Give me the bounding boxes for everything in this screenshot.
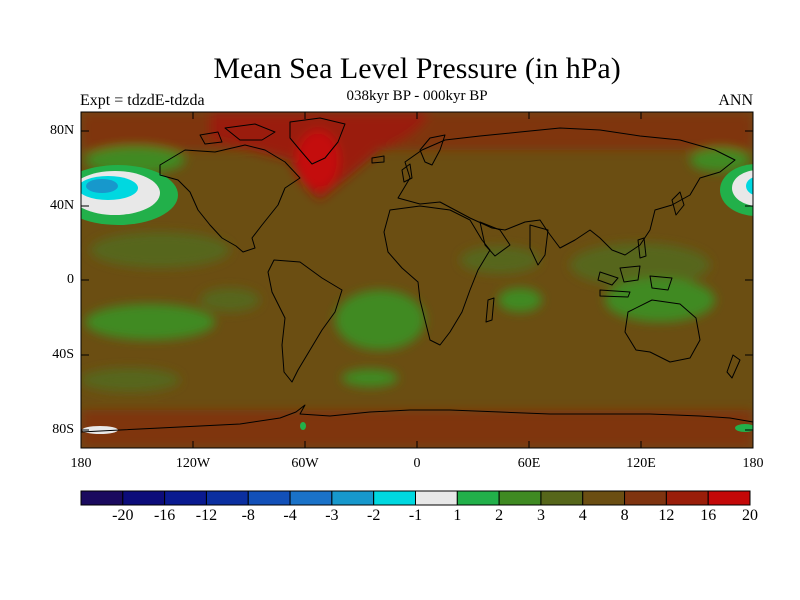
lon-label-60w: 60W xyxy=(291,456,319,471)
east-pacific-anomaly xyxy=(200,288,260,312)
colorbar-box xyxy=(164,490,207,506)
colorbar-box xyxy=(456,490,500,506)
colorbar-box xyxy=(540,490,584,506)
lon-label-180w: 180 xyxy=(70,456,92,471)
colorbar-box xyxy=(247,490,291,506)
colorbar-box xyxy=(122,490,166,506)
lat-label-80s: 80S xyxy=(52,422,74,437)
colorbar-label: -12 xyxy=(195,507,218,524)
colorbar-box xyxy=(373,490,416,506)
experiment-label: Expt = tdzdE-tdzda xyxy=(80,92,205,109)
lon-label-60e: 60E xyxy=(517,456,541,471)
colorbar-label: 1 xyxy=(453,507,462,524)
antarctic-spot-east xyxy=(735,424,753,432)
colorbar-label: 8 xyxy=(620,507,629,524)
north-pacific-low-east xyxy=(720,164,753,216)
antarctic-spot-west xyxy=(82,426,118,434)
lat-label-40n: 40N xyxy=(50,198,75,213)
colorbar-label: -16 xyxy=(153,507,176,524)
west-pacific-anomaly xyxy=(570,243,710,287)
colorbar-label: -20 xyxy=(112,507,134,524)
colorbar-box xyxy=(415,490,458,506)
greenland-high-core xyxy=(296,130,340,190)
antarctic-spot-center xyxy=(300,422,306,430)
axis-ticks xyxy=(81,112,753,448)
lon-label-180e: 180 xyxy=(742,456,764,471)
colorbar xyxy=(80,490,751,506)
lat-label-80n: 80N xyxy=(50,123,75,138)
chart-title: Mean Sea Level Pressure (in hPa) xyxy=(213,52,621,85)
maritime-continent-anomaly xyxy=(605,278,715,322)
colorbar-box xyxy=(582,490,626,506)
colorbar-label: 12 xyxy=(658,507,675,524)
lat-label-40s: 40S xyxy=(52,347,74,362)
lon-label-120e: 120E xyxy=(626,456,656,471)
colorbar-box xyxy=(665,490,709,506)
south-atlantic-anomaly xyxy=(335,290,425,350)
lat-label-equator: 0 xyxy=(67,272,74,287)
colorbar-box xyxy=(289,490,333,506)
colorbar-box xyxy=(498,490,542,506)
colorbar-box xyxy=(205,490,249,506)
colorbar-label: -1 xyxy=(408,507,423,524)
colorbar-box xyxy=(331,490,375,506)
colorbar-label: 20 xyxy=(742,507,758,524)
kamchatka-edge xyxy=(690,148,750,172)
colorbar-box xyxy=(624,490,667,506)
colorbar-label: -3 xyxy=(325,507,339,524)
siberia-high xyxy=(470,114,650,146)
season-label: ANN xyxy=(718,92,753,109)
colorbar-label: -8 xyxy=(241,507,255,524)
colorbar-label: -2 xyxy=(367,507,381,524)
map-field xyxy=(81,112,753,448)
south-atlantic-midlat xyxy=(342,369,398,387)
colorbar-label: 2 xyxy=(495,507,504,524)
colorbar-box xyxy=(80,490,124,506)
indian-ocean-anomaly xyxy=(460,246,540,274)
colorbar-label: 4 xyxy=(578,507,587,524)
colorbar-box xyxy=(707,490,751,506)
colorbar-label: 3 xyxy=(536,507,545,524)
south-pacific-anomaly xyxy=(81,368,180,392)
pacific-subtropic-anomaly xyxy=(90,232,230,268)
coastlines xyxy=(81,117,753,433)
colorbar-label: -4 xyxy=(283,507,297,524)
indian-ocean-green xyxy=(498,288,542,312)
colorbar-label: 16 xyxy=(700,507,717,524)
chart-subtitle: 038kyr BP - 000kyr BP xyxy=(346,88,488,104)
lon-label-0: 0 xyxy=(413,456,421,471)
southeast-pacific-anomaly xyxy=(85,304,215,340)
lon-label-120w: 120W xyxy=(175,456,211,471)
north-pacific-low-west xyxy=(81,165,178,225)
